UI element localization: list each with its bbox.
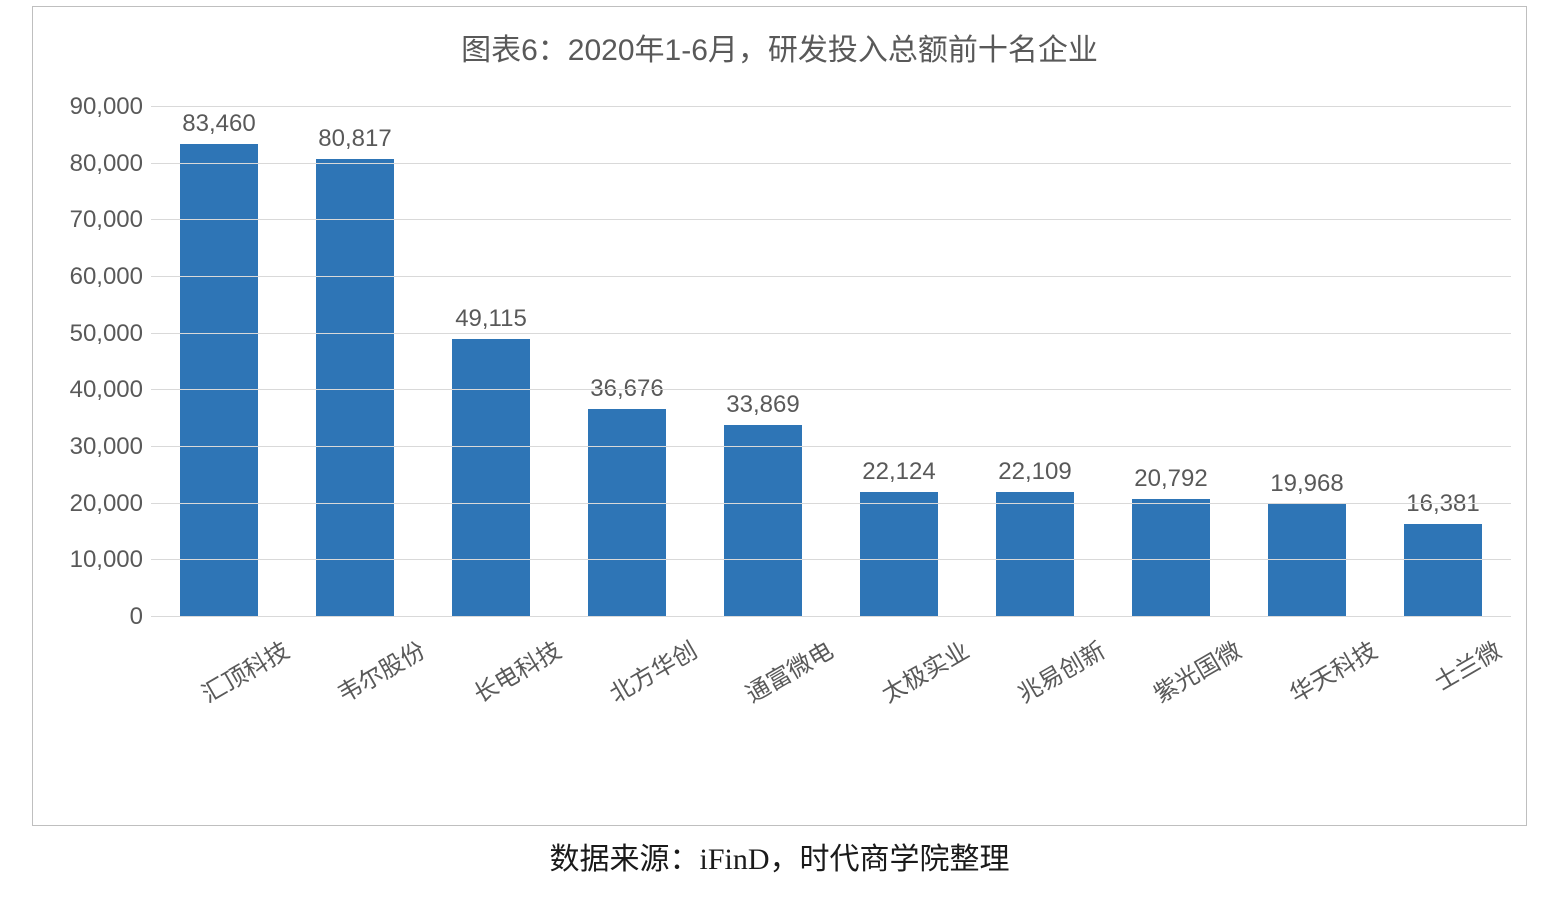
y-tick-label: 30,000 (70, 433, 151, 461)
bar (860, 492, 939, 617)
bar (1268, 504, 1347, 617)
bar-slot: 83,460 (151, 107, 287, 617)
bar-value-label: 22,124 (862, 458, 935, 486)
x-label-slot: 通富微电 (695, 631, 831, 666)
data-source-caption: 数据来源：iFinD，时代商学院整理 (0, 834, 1559, 878)
x-axis-category-label: 紫光国微 (1146, 631, 1247, 709)
gridline (151, 106, 1511, 107)
gridline (151, 389, 1511, 390)
x-axis-category-label: 汇顶科技 (194, 631, 295, 709)
x-label-slot: 华天科技 (1239, 631, 1375, 666)
chart-title: 图表6：2020年1-6月，研发投入总额前十名企业 (33, 7, 1526, 69)
bar (452, 339, 531, 617)
gridline (151, 446, 1511, 447)
x-axis-category-label: 士兰微 (1427, 631, 1507, 697)
bar-value-label: 19,968 (1270, 470, 1343, 498)
y-tick-label: 10,000 (70, 546, 151, 574)
y-tick-label: 60,000 (70, 263, 151, 291)
bar (996, 492, 1075, 617)
y-tick-label: 80,000 (70, 150, 151, 178)
bar (1132, 499, 1211, 617)
bar-slot: 36,676 (559, 107, 695, 617)
chart-container: 图表6：2020年1-6月，研发投入总额前十名企业 83,460 80,817 49… (32, 6, 1527, 826)
gridline (151, 503, 1511, 504)
x-label-slot: 韦尔股份 (287, 631, 423, 666)
y-tick-label: 50,000 (70, 320, 151, 348)
bar-value-label: 16,381 (1406, 490, 1479, 518)
x-axis-category-label: 华天科技 (1282, 631, 1383, 709)
x-axis-category-label: 兆易创新 (1010, 631, 1111, 709)
bar (1404, 524, 1483, 617)
bars-row: 83,460 80,817 49,115 36,676 33,869 22,124 22,1… (151, 107, 1511, 617)
bar (316, 159, 395, 617)
y-tick-label: 40,000 (70, 376, 151, 404)
x-label-slot: 紫光国微 (1103, 631, 1239, 666)
plot-area: 83,460 80,817 49,115 36,676 33,869 22,124 22,1… (151, 107, 1511, 617)
bar-slot: 20,792 (1103, 107, 1239, 617)
bar-slot: 22,109 (967, 107, 1103, 617)
gridline (151, 276, 1511, 277)
x-axis-category-label: 北方华创 (602, 631, 703, 709)
gridline (151, 163, 1511, 164)
bar (180, 144, 259, 617)
y-tick-label: 70,000 (70, 206, 151, 234)
x-axis-category-label: 长电科技 (466, 631, 567, 709)
bar-slot: 33,869 (695, 107, 831, 617)
x-label-slot: 兆易创新 (967, 631, 1103, 666)
bar-value-label: 49,115 (455, 305, 527, 333)
x-label-slot: 士兰微 (1375, 631, 1511, 666)
x-label-slot: 北方华创 (559, 631, 695, 666)
y-tick-label: 0 (130, 603, 151, 631)
x-label-slot: 汇顶科技 (151, 631, 287, 666)
x-axis-category-label: 韦尔股份 (330, 631, 431, 709)
bar (724, 425, 803, 617)
bar-slot: 22,124 (831, 107, 967, 617)
x-axis-labels: 汇顶科技韦尔股份长电科技北方华创通富微电太极实业兆易创新紫光国微华天科技士兰微 (151, 631, 1511, 666)
bar-value-label: 80,817 (318, 125, 391, 153)
bar-slot: 19,968 (1239, 107, 1375, 617)
bar-slot: 16,381 (1375, 107, 1511, 617)
bar-slot: 49,115 (423, 107, 559, 617)
x-label-slot: 太极实业 (831, 631, 967, 666)
gridline (151, 219, 1511, 220)
bar-value-label: 83,460 (182, 110, 255, 138)
x-axis-category-label: 太极实业 (874, 631, 975, 709)
y-tick-label: 90,000 (70, 93, 151, 121)
bar-slot: 80,817 (287, 107, 423, 617)
x-axis-category-label: 通富微电 (738, 631, 839, 709)
bar-value-label: 22,109 (998, 458, 1071, 486)
bar-value-label: 33,869 (726, 391, 799, 419)
gridline (151, 333, 1511, 334)
bar (588, 409, 667, 617)
gridline (151, 559, 1511, 560)
gridline (151, 616, 1511, 617)
x-label-slot: 长电科技 (423, 631, 559, 666)
bar-value-label: 20,792 (1134, 465, 1207, 493)
y-tick-label: 20,000 (70, 490, 151, 518)
